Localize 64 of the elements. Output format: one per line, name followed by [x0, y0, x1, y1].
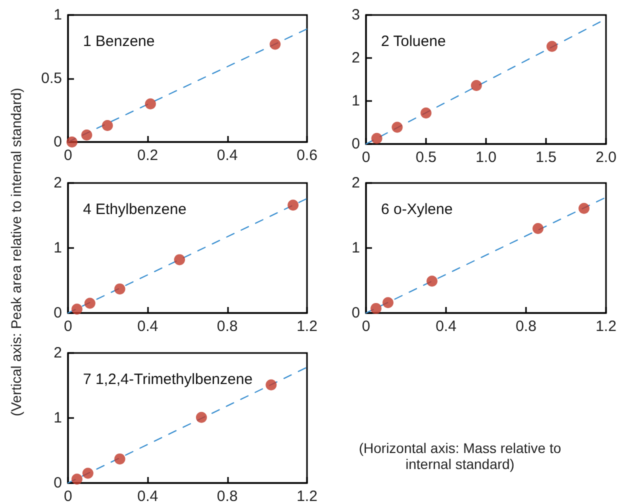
- y-tick-label: 3: [352, 6, 360, 24]
- text: 4 Ethylbenzene: [83, 201, 186, 218]
- y-tick-label: 0: [54, 304, 62, 322]
- y-tick-label: 1: [54, 240, 62, 256]
- x-tick-label: 0.5: [416, 149, 436, 166]
- y-tick-label: 2: [54, 174, 62, 192]
- y-tick-label: 1: [352, 92, 360, 110]
- point: [196, 412, 207, 423]
- x-tick-label: 0.4: [216, 147, 238, 164]
- y-tick-label: 1: [352, 240, 360, 256]
- point: [144, 98, 156, 110]
- y-tick-label: 2: [352, 174, 360, 192]
- x-tick-label: 0.8: [216, 318, 238, 335]
- point: [114, 283, 126, 294]
- x-tick-label: 1.2: [596, 318, 616, 335]
- y-tick-label: 2: [352, 50, 360, 66]
- y-tick-label: 2: [54, 344, 62, 362]
- point: [426, 276, 438, 287]
- x-tick-label: 0.2: [137, 147, 158, 164]
- point: [546, 40, 558, 52]
- point: [382, 297, 394, 308]
- point: [578, 202, 590, 214]
- point: [71, 304, 82, 315]
- x-tick-label: 0.8: [216, 488, 238, 504]
- x-tick-label: 1.2: [296, 488, 318, 504]
- text: 7 1,2,4-Trimethylbenzene: [83, 371, 253, 388]
- y-tick-label: 0: [352, 304, 360, 322]
- x-tick-label: 0.4: [436, 318, 456, 335]
- x-tick-label: 1.0: [476, 149, 496, 166]
- point: [266, 379, 277, 390]
- point: [114, 453, 126, 464]
- point: [102, 120, 113, 131]
- text: (Horizontal axis: Mass relative to internal standard): [358, 440, 562, 472]
- x-tick-label: 1.2: [296, 318, 318, 335]
- x-tick-label: 0.6: [296, 147, 318, 164]
- y-tick-label: 1: [54, 410, 62, 426]
- text: 1 Benzene: [83, 33, 155, 50]
- x-tick-label: 0.4: [137, 488, 158, 504]
- y-tick-label: 1: [54, 6, 62, 24]
- point: [270, 38, 281, 50]
- point: [532, 223, 544, 234]
- x-tick-label: 0.8: [516, 318, 536, 335]
- x-tick-label: 1.5: [536, 149, 556, 166]
- x-tick-label: 0: [64, 488, 72, 504]
- point: [71, 474, 82, 485]
- y-axis-title: (Vertical axis: Peak area relative to internal standard): [8, 88, 24, 416]
- text: 6 o-Xylene: [381, 201, 453, 218]
- point: [84, 298, 96, 309]
- point: [392, 122, 403, 133]
- point: [82, 468, 94, 479]
- point: [174, 254, 186, 266]
- y-tick-label: 0: [54, 474, 62, 492]
- point: [470, 80, 482, 92]
- point: [371, 132, 382, 144]
- x-tick-label: 2.0: [596, 149, 616, 166]
- x-tick-label: 0.4: [137, 318, 158, 335]
- point: [81, 130, 92, 141]
- y-tick-label: 0: [54, 134, 62, 150]
- text: 2 Toluene: [381, 33, 446, 50]
- point: [420, 108, 432, 119]
- point: [370, 302, 382, 314]
- point: [288, 200, 299, 211]
- y-tick-label: 0: [352, 136, 360, 152]
- y-tick-label: 0.5: [41, 70, 62, 87]
